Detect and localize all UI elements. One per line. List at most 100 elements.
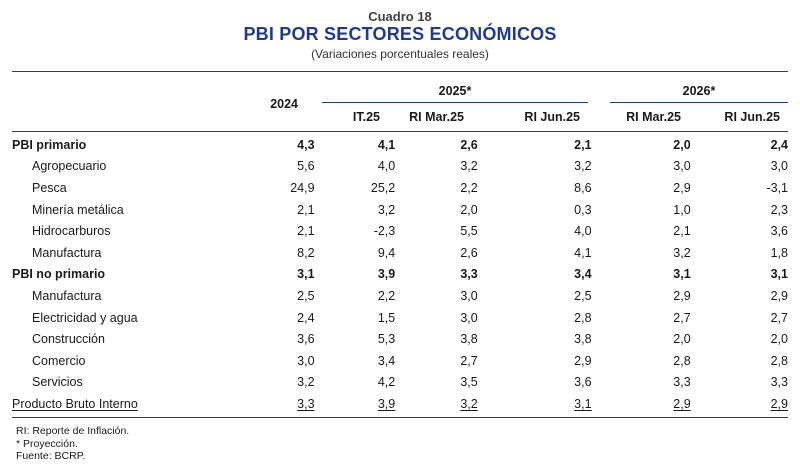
cell-value: 5,6 (297, 159, 315, 174)
row-label: Pesca (12, 177, 220, 199)
cell-value: 9,4 (377, 245, 396, 260)
header-it25: IT.25 (352, 110, 380, 124)
cell-value: 2,8 (574, 310, 592, 325)
row-label-text: Manufactura (32, 288, 102, 303)
cell-value: 3,2 (574, 159, 592, 174)
row-label: Comercio (12, 350, 220, 372)
row-label: Construcción (12, 328, 220, 350)
cell-value: 2,9 (770, 288, 788, 303)
table-cell: 4,1 (478, 242, 592, 264)
cell-value: 3,2 (377, 202, 396, 217)
table-row: Comercio 3,0 3,4 2,7 2,9 2,8 2,8 (12, 350, 788, 372)
cell-value: 2,0 (770, 332, 788, 347)
cell-value: 2,9 (574, 353, 592, 368)
row-label: Minería metálica (12, 199, 220, 221)
cell-value: 3,8 (460, 332, 478, 347)
cell-value: 2,7 (460, 353, 478, 368)
table-cell: 2,0 (395, 199, 477, 221)
cell-value: 8,6 (574, 180, 592, 195)
cell-value: 3,6 (574, 375, 592, 390)
cell-value: 3,0 (460, 288, 478, 303)
cell-value: 2,6 (460, 245, 478, 260)
row-label-text: Producto Bruto Interno (12, 396, 138, 411)
cell-value: 3,3 (770, 375, 788, 390)
table-row: Manufactura 8,2 9,4 2,6 4,1 3,2 1,8 (12, 242, 788, 264)
row-label: Agropecuario (12, 156, 220, 178)
table-cell: 3,0 (691, 156, 788, 178)
table-cell: 3,2 (395, 156, 478, 178)
row-label: Servicios (12, 372, 220, 394)
cell-value: 3,2 (460, 396, 478, 411)
cell-value: 2,9 (673, 180, 691, 195)
cell-value: 4,1 (574, 245, 592, 260)
row-label: Hidrocarburos (12, 220, 220, 242)
cell-value: 3,3 (297, 396, 315, 411)
table-row: Minería metálica 2,1 3,2 2,0 0,3 1,0 2,3 (12, 199, 788, 221)
cell-value: 2,5 (297, 288, 315, 303)
cell-value: 4,0 (377, 159, 396, 174)
table-cell: 2,9 (691, 285, 788, 307)
table-cell: 4,0 (315, 156, 396, 178)
cell-value: 2,0 (673, 137, 691, 152)
table-cell: 4,1 (315, 134, 395, 156)
table-cell: 3,3 (220, 393, 314, 415)
cell-value: 3,6 (297, 332, 315, 347)
table-cell: 3,1 (592, 264, 691, 286)
table-cell: 2,7 (395, 350, 478, 372)
table-cell: 5,6 (220, 156, 314, 178)
group-rule-2026 (610, 102, 788, 103)
table-cell: 9,4 (315, 242, 396, 264)
cell-value: 4,2 (377, 375, 396, 390)
row-label-text: Agropecuario (32, 159, 107, 174)
table-cell: 3,1 (478, 393, 591, 415)
table-cell: 3,6 (220, 328, 314, 350)
table-cell: 24,9 (220, 177, 314, 199)
table-cell: 3,5 (395, 372, 477, 394)
row-label-text: Pesca (32, 180, 67, 195)
table-cell: 2,1 (220, 199, 314, 221)
table-cell: 8,2 (220, 242, 314, 264)
header-2024: 2024 (270, 97, 298, 111)
cell-value: 2,6 (460, 137, 478, 152)
cell-value: 2,0 (673, 332, 691, 347)
table-cell: 3,2 (478, 156, 592, 178)
cell-value: 3,2 (673, 245, 691, 260)
row-label-text: Comercio (32, 353, 86, 368)
table-cell: 5,5 (395, 220, 477, 242)
table-cell: 3,0 (220, 350, 314, 372)
table-cell: 3,2 (315, 199, 396, 221)
header-ri-jun25-2026: RI Jun.25 (724, 110, 780, 124)
cell-value: 3,1 (673, 267, 691, 282)
cell-value: 3,2 (460, 159, 478, 174)
row-label-text: Hidrocarburos (32, 224, 111, 239)
header-group-2026: 2026* (682, 84, 716, 98)
table-row: Agropecuario 5,6 4,0 3,2 3,2 3,0 3,0 (12, 156, 788, 178)
cell-value: -3,1 (766, 180, 788, 195)
cell-value: 3,2 (297, 375, 315, 390)
row-label-text: Construcción (32, 332, 105, 347)
table-cell: 2,4 (691, 134, 788, 156)
table-cell: 3,2 (220, 372, 314, 394)
row-label-text: Servicios (32, 375, 83, 390)
header-ri-mar25-2025: RI Mar.25 (409, 110, 464, 124)
cell-value: 4,3 (297, 137, 315, 152)
table-row: Producto Bruto Interno 3,3 3,9 3,2 3,1 2,9 2,9 (12, 393, 788, 415)
cell-value: 3,3 (460, 267, 478, 282)
cell-value: 2,2 (377, 288, 396, 303)
note-ri: RI: Reporte de Inflación. (16, 425, 130, 437)
row-label: PBI no primario (12, 264, 220, 286)
cell-value: 3,9 (377, 267, 396, 282)
table-cell: 2,9 (691, 393, 788, 415)
table-cell: 0,3 (478, 199, 591, 221)
table-row: PBI primario 4,3 4,1 2,6 2,1 2,0 2,4 (12, 134, 788, 156)
table-cell: 2,5 (478, 285, 591, 307)
cell-value: 1,8 (770, 245, 788, 260)
cell-value: 3,4 (574, 267, 592, 282)
cell-value: 3,6 (770, 224, 788, 239)
cell-value: 3,0 (297, 353, 315, 368)
cell-value: 2,7 (770, 310, 788, 325)
cell-value: 24,9 (290, 180, 315, 195)
table-cell: 2,9 (592, 285, 690, 307)
cell-value: 3,8 (574, 332, 592, 347)
cell-value: 2,3 (770, 202, 788, 217)
